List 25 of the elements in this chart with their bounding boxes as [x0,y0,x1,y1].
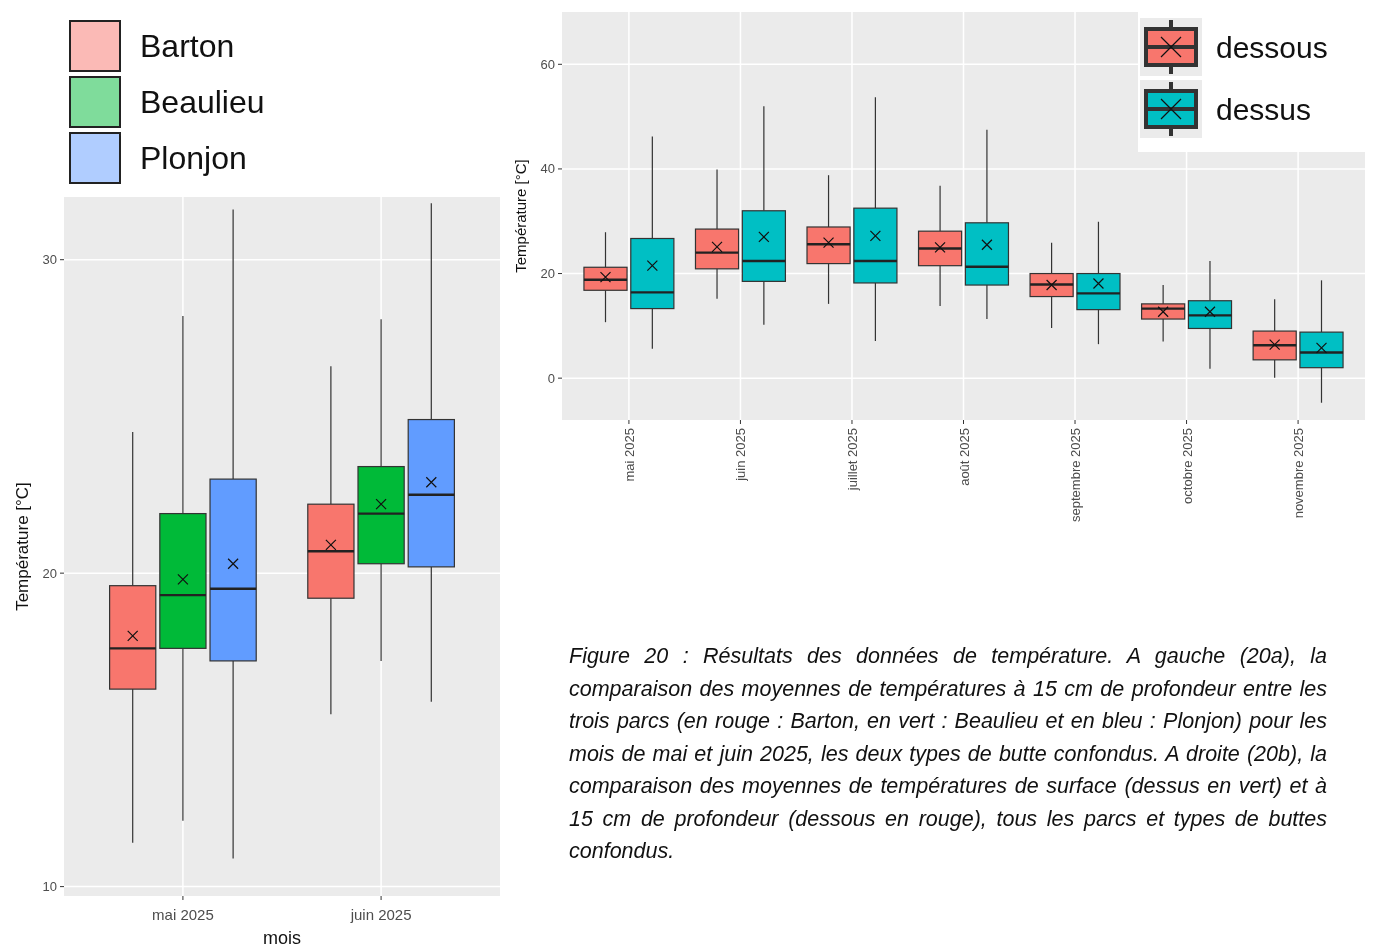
x-tick-label: août 2025 [956,428,972,486]
legend-label: dessous [1216,30,1328,64]
y-tick-label: 20 [42,565,57,581]
caption: Figure 20 : Résultats des données de température. A gauche (20a), la comparaison des moyennes de températures à 15 cm de profondeur entre les trois parcs (en rouge : Barton, en vert : Beaulieu et en bleu : Plonjon) pour les mois de mai et juin 2025, les deux types de butte confondus. A droite (20b), la comparaison des moyennes de températures de surface (dessus en vert) et à 15 cm de profondeur (dessous en rouge), tous les parcs et types de buttes confondus. [569,643,1327,865]
x-tick-label: octobre 2025 [1179,428,1195,504]
y-axis-title: Température [°C] [512,159,529,273]
x-tick-label: juin 2025 [733,428,749,482]
x-tick-label: juillet 2025 [844,428,860,492]
x-tick-label: mai 2025 [152,906,214,923]
x-axis-title: mois [262,928,302,948]
x-tick-label: juin 2025 [349,906,412,923]
y-tick-label: 60 [540,56,555,72]
y-tick-label: 10 [42,879,57,895]
legend-label: Beaulieu [140,84,265,121]
legend-label: Plonjon [140,140,247,177]
y-tick-label: 0 [547,370,555,386]
legend-label: dessus [1216,92,1312,126]
y-tick-label: 30 [42,252,57,268]
x-tick-label: novembre 2025 [1291,428,1307,519]
x-tick-label: septembre 2025 [1068,428,1084,522]
y-tick-label: 20 [540,266,555,282]
legend-label: Barton [140,28,235,65]
x-tick-label: mai 2025 [621,428,637,482]
y-tick-label: 40 [540,161,555,177]
y-axis-title: Température [°C] [13,482,32,611]
